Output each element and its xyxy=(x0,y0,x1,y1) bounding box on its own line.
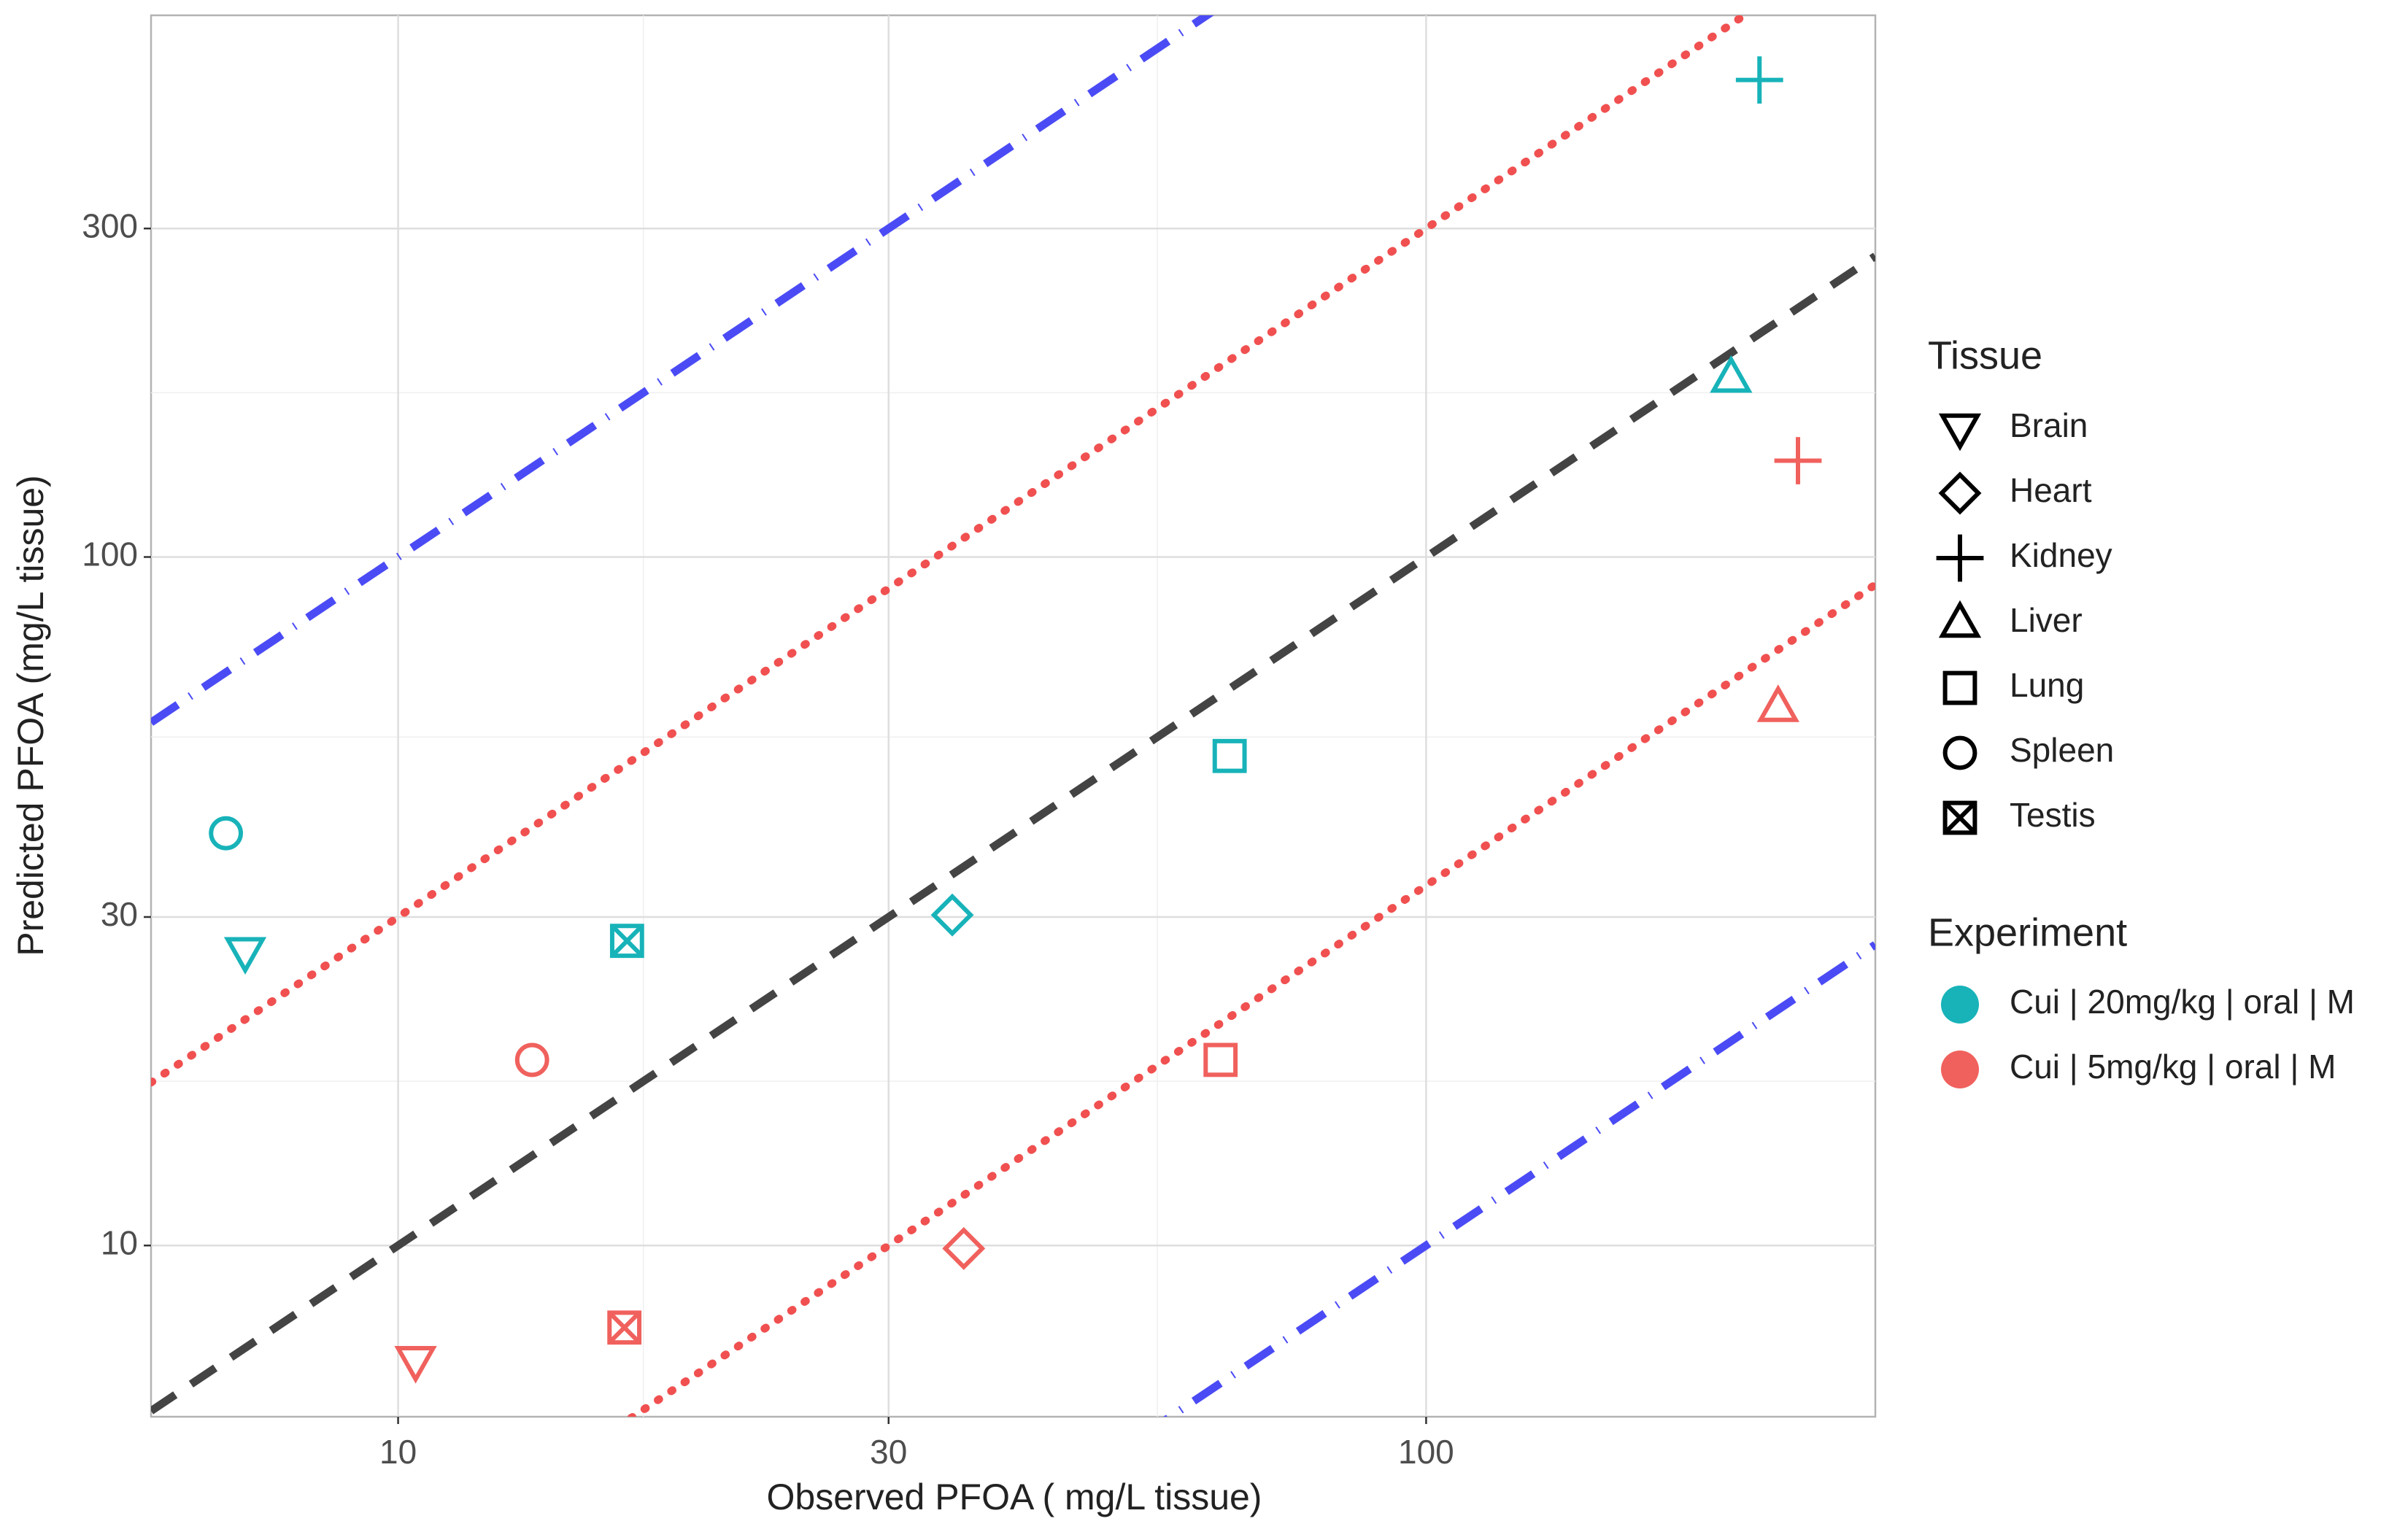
legend-symbol xyxy=(1941,986,1979,1024)
legend-label: Spleen xyxy=(2010,731,2114,769)
legend-symbol xyxy=(1942,670,1977,705)
legend-title: Tissue xyxy=(1928,333,2042,377)
data-point xyxy=(1774,437,1822,484)
legend-title: Experiment xyxy=(1928,910,2127,954)
y-tick-label: 10 xyxy=(101,1223,138,1261)
plot-area xyxy=(150,14,1877,1418)
legend-symbol xyxy=(1938,600,1982,638)
data-point xyxy=(209,816,244,851)
legend-symbol xyxy=(1938,413,1982,452)
reference-lines xyxy=(151,15,1875,1417)
legend-symbol xyxy=(1942,800,1977,835)
y-axis-title: Predicted PFOA (mg/L tissue) xyxy=(10,475,51,956)
legend-label: Lung xyxy=(2010,666,2084,704)
data-point xyxy=(394,1346,437,1384)
legend-label: Liver xyxy=(2010,601,2083,639)
data-point xyxy=(514,1042,549,1078)
data-point xyxy=(609,924,644,959)
data-point xyxy=(1735,56,1783,104)
legend-symbol xyxy=(1938,471,1982,515)
data-point xyxy=(942,1226,986,1270)
data-point xyxy=(1710,355,1753,393)
x-tick-label: 100 xyxy=(1398,1433,1454,1471)
data-point xyxy=(1756,684,1799,722)
data-point xyxy=(930,893,974,937)
x-axis-title: Observed PFOA ( mg/L tissue) xyxy=(767,1477,1262,1517)
data-point xyxy=(1212,738,1247,773)
x-tick-label: 30 xyxy=(870,1433,907,1471)
legend-label: Brain xyxy=(2010,406,2088,444)
legend-symbol xyxy=(1941,1051,1979,1088)
data-point xyxy=(223,937,267,975)
legend-label: Cui | 5mg/kg | oral | M xyxy=(2010,1048,2336,1086)
reference-line xyxy=(151,252,1875,1415)
legend-label: Kidney xyxy=(2010,536,2112,574)
x-tick-label: 10 xyxy=(379,1433,417,1471)
y-tick-label: 30 xyxy=(101,895,138,933)
y-tick-label: 100 xyxy=(82,535,138,573)
grid xyxy=(151,15,1875,1417)
data-point xyxy=(607,1310,642,1345)
data-point xyxy=(1203,1042,1238,1078)
legend-label: Testis xyxy=(2010,796,2096,834)
legend-label: Heart xyxy=(2010,471,2092,509)
legend-symbol xyxy=(1942,735,1977,770)
legend-label: Cui | 20mg/kg | oral | M xyxy=(2010,983,2355,1021)
legend-symbol xyxy=(1936,534,1984,582)
y-tick-label: 300 xyxy=(82,206,138,244)
